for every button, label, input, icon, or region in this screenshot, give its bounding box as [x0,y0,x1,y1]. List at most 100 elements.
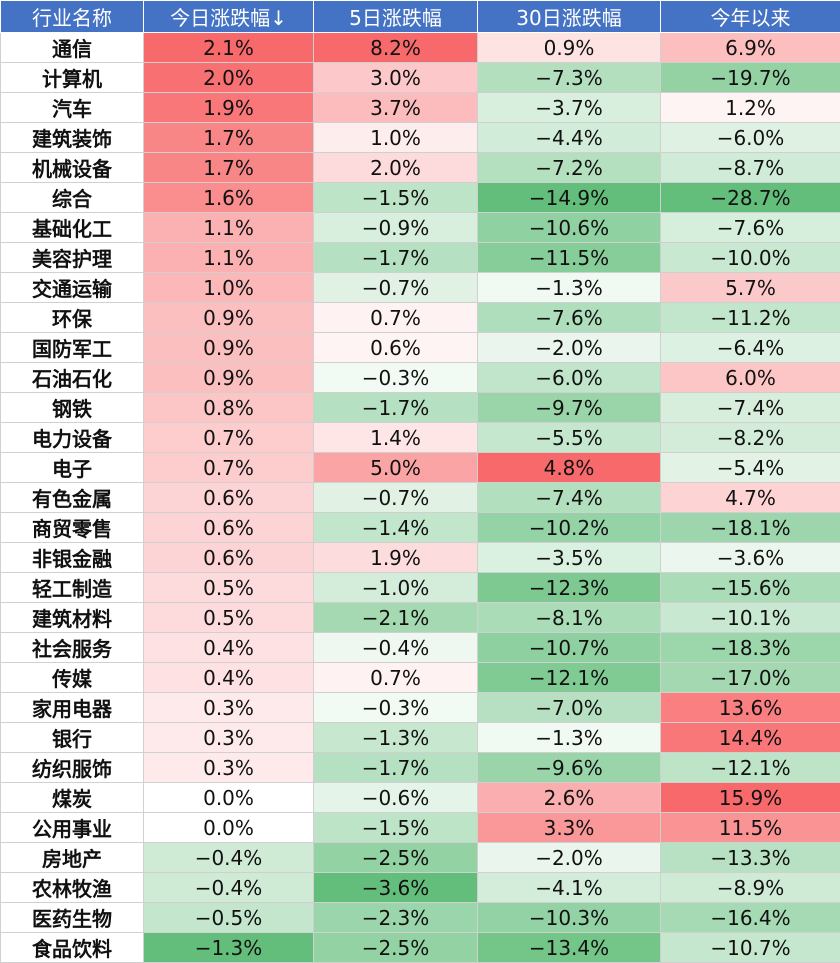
five-day-change-cell: −0.7% [314,483,478,513]
five-day-change-cell: −1.5% [314,183,478,213]
ytd-change-cell: 11.5% [661,813,840,843]
five-day-change-cell: 3.7% [314,93,478,123]
five-day-change-cell: −1.3% [314,723,478,753]
table-row: 医药生物−0.5%−2.3%−10.3%−16.4% [1,903,840,933]
five-day-change-cell: −0.3% [314,363,478,393]
ytd-change-cell: −5.4% [661,453,840,483]
daily-change-cell: 0.4% [144,663,314,693]
five-day-change-cell: −0.3% [314,693,478,723]
thirty-day-change-cell: −10.7% [478,633,661,663]
ytd-change-cell: −6.0% [661,123,840,153]
industry-name-cell: 公用事业 [1,813,144,843]
daily-change-cell: 0.3% [144,723,314,753]
table-row: 食品饮料−1.3%−2.5%−13.4%−10.7% [1,933,840,963]
industry-name-cell: 国防军工 [1,333,144,363]
industry-name-cell: 美容护理 [1,243,144,273]
header-row: 行业名称 今日涨跌幅↓ 5日涨跌幅 30日涨跌幅 今年以来 [1,1,840,33]
industry-name-cell: 银行 [1,723,144,753]
industry-name-cell: 家用电器 [1,693,144,723]
industry-name-cell: 传媒 [1,663,144,693]
daily-change-cell: 0.3% [144,693,314,723]
ytd-change-cell: −18.1% [661,513,840,543]
ytd-change-cell: −10.7% [661,933,840,963]
daily-change-cell: 0.7% [144,423,314,453]
thirty-day-change-cell: −12.1% [478,663,661,693]
five-day-change-cell: −2.5% [314,843,478,873]
header-industry-name[interactable]: 行业名称 [1,1,144,33]
five-day-change-cell: −1.7% [314,753,478,783]
daily-change-cell: 0.6% [144,483,314,513]
ytd-change-cell: −11.2% [661,303,840,333]
thirty-day-change-cell: 3.3% [478,813,661,843]
daily-change-cell: 0.5% [144,573,314,603]
header-daily-change[interactable]: 今日涨跌幅↓ [144,1,314,33]
ytd-change-cell: −18.3% [661,633,840,663]
thirty-day-change-cell: −3.5% [478,543,661,573]
daily-change-cell: 1.0% [144,273,314,303]
thirty-day-change-cell: −1.3% [478,723,661,753]
daily-change-cell: 2.1% [144,33,314,63]
industry-name-cell: 环保 [1,303,144,333]
thirty-day-change-cell: 4.8% [478,453,661,483]
thirty-day-change-cell: 0.9% [478,33,661,63]
five-day-change-cell: −2.1% [314,603,478,633]
daily-change-cell: 0.5% [144,603,314,633]
ytd-change-cell: −8.9% [661,873,840,903]
five-day-change-cell: −1.0% [314,573,478,603]
industry-name-cell: 有色金属 [1,483,144,513]
table-row: 农林牧渔−0.4%−3.6%−4.1%−8.9% [1,873,840,903]
daily-change-cell: 1.7% [144,153,314,183]
header-5-day-change[interactable]: 5日涨跌幅 [314,1,478,33]
daily-change-cell: 1.1% [144,243,314,273]
header-ytd-change[interactable]: 今年以来 [661,1,840,33]
five-day-change-cell: 3.0% [314,63,478,93]
industry-name-cell: 农林牧渔 [1,873,144,903]
thirty-day-change-cell: −8.1% [478,603,661,633]
ytd-change-cell: −15.6% [661,573,840,603]
thirty-day-change-cell: −6.0% [478,363,661,393]
ytd-change-cell: −13.3% [661,843,840,873]
thirty-day-change-cell: −5.5% [478,423,661,453]
five-day-change-cell: −0.9% [314,213,478,243]
industry-name-cell: 建筑装饰 [1,123,144,153]
daily-change-cell: −0.4% [144,843,314,873]
daily-change-cell: 0.4% [144,633,314,663]
thirty-day-change-cell: −10.6% [478,213,661,243]
industry-name-cell: 轻工制造 [1,573,144,603]
five-day-change-cell: 8.2% [314,33,478,63]
header-30-day-change[interactable]: 30日涨跌幅 [478,1,661,33]
daily-change-cell: 1.7% [144,123,314,153]
ytd-change-cell: −10.1% [661,603,840,633]
industry-name-cell: 汽车 [1,93,144,123]
daily-change-cell: 0.8% [144,393,314,423]
thirty-day-change-cell: −7.0% [478,693,661,723]
ytd-change-cell: −10.0% [661,243,840,273]
thirty-day-change-cell: −12.3% [478,573,661,603]
five-day-change-cell: −0.6% [314,783,478,813]
ytd-change-cell: 13.6% [661,693,840,723]
daily-change-cell: −0.5% [144,903,314,933]
five-day-change-cell: 5.0% [314,453,478,483]
industry-name-cell: 非银金融 [1,543,144,573]
ytd-change-cell: −28.7% [661,183,840,213]
industry-name-cell: 商贸零售 [1,513,144,543]
thirty-day-change-cell: −4.4% [478,123,661,153]
